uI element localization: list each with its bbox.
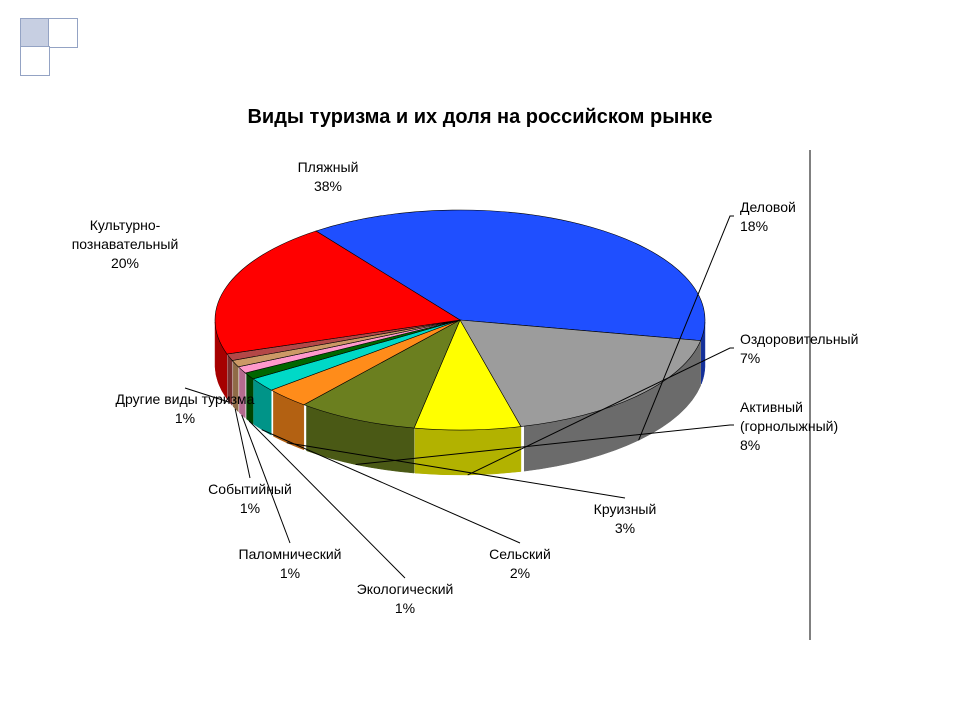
slice-label: Паломнический 1% [200,545,380,583]
slice-label: Круизный 3% [535,500,715,538]
slice-label: Оздоровительный 7% [740,330,910,368]
slice-label: Экологический 1% [315,580,495,618]
slice-label: Сельский 2% [430,545,610,583]
slice-label: Событийный 1% [160,480,340,518]
pie-side [415,427,521,475]
slice-label: Пляжный 38% [238,158,418,196]
slice-label: Культурно- познавательный 20% [35,216,215,273]
slice-label: Деловой 18% [740,198,910,236]
slice-label: Другие виды туризма 1% [95,390,275,428]
slice-label: Активный (горнолыжный) 8% [740,398,910,455]
